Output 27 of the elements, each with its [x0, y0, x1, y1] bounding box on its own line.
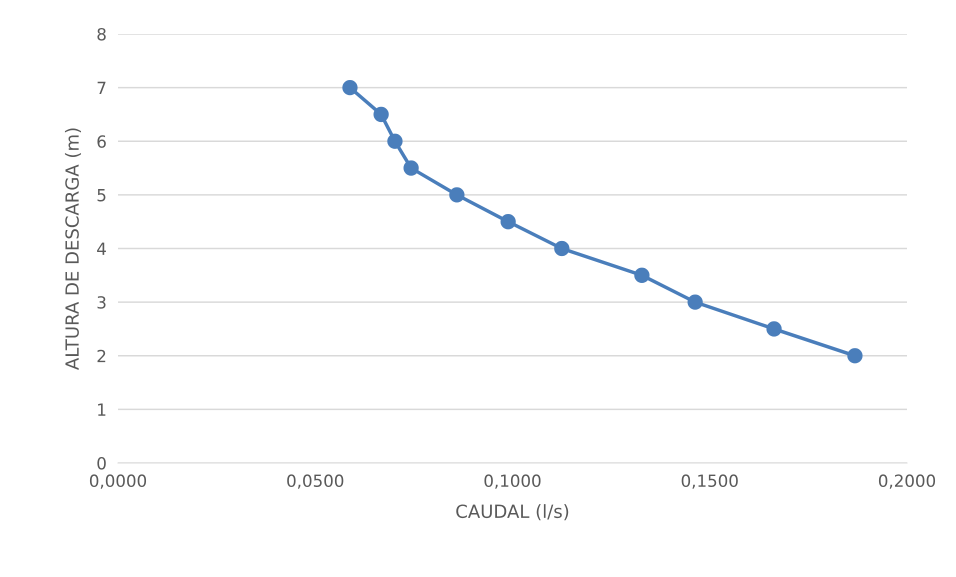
x-tick-label: 0,1500: [682, 474, 738, 489]
point: [403, 160, 419, 176]
point: [387, 134, 403, 149]
y-axis-title: ALTURA DE DESCARGA (m): [64, 128, 82, 370]
y-tick-label: 1: [98, 404, 106, 416]
point: [554, 240, 570, 256]
y-tick-label: 4: [97, 242, 106, 255]
x-tick-label: 0,0500: [287, 474, 344, 489]
y-tick-label: 6: [97, 135, 106, 148]
x-tick-label: 0,0000: [90, 474, 146, 489]
point: [449, 187, 465, 203]
point: [500, 214, 516, 230]
point: [688, 294, 703, 310]
point: [847, 348, 863, 364]
y-tick-label: 8: [97, 28, 106, 41]
y-tick-label: 5: [98, 189, 106, 202]
point: [373, 106, 389, 122]
point: [766, 321, 782, 337]
x-tick-label: 0,2000: [878, 474, 936, 489]
x-axis-title: CAUDAL (l/s): [456, 504, 568, 520]
x-tick-label: 0,1000: [484, 474, 541, 489]
y-tick-label: 2: [98, 350, 106, 362]
y-tick-label: 0: [97, 456, 106, 470]
y-tick-label: 7: [98, 82, 106, 94]
y-tick-label: 3: [98, 296, 106, 309]
point: [634, 268, 650, 283]
point: [342, 80, 358, 96]
